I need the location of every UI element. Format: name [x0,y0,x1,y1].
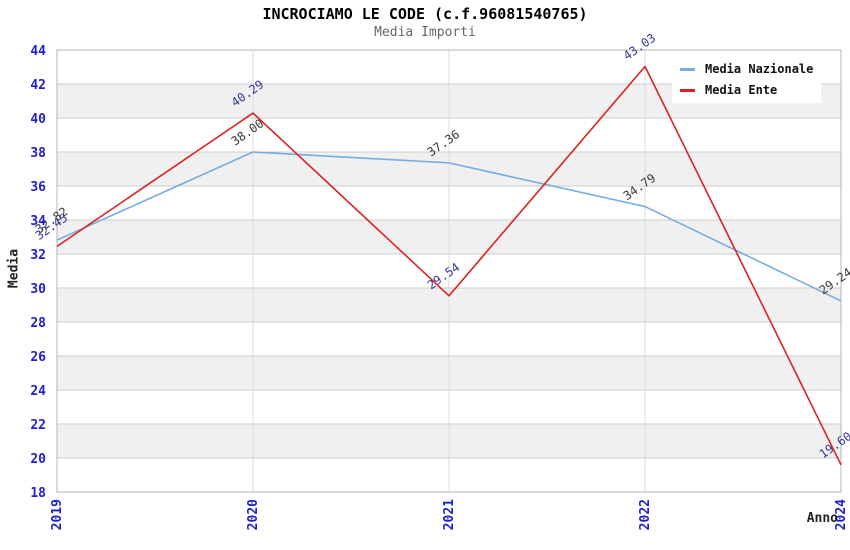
y-axis-title: Media [6,248,22,289]
legend-line-swatch-nazionale-icon [680,67,695,71]
plot-border [56,49,842,493]
y-tick-label: 18 [30,486,46,501]
y-tick-label: 38 [30,146,46,161]
y-tick-label: 44 [30,44,46,59]
chart-title: INCROCIAMO LE CODE (c.f.96081540765) [262,5,588,23]
legend-label-media-ente: Media Ente [705,83,778,97]
y-tick-label: 42 [30,78,46,93]
y-tick-label: 24 [30,384,46,399]
y-tick-label: 40 [30,112,46,127]
y-tick-label: 34 [30,214,46,229]
y-tick-label: 20 [30,452,46,467]
legend: Media Nazionale Media Ente [672,56,822,103]
x-axis-title: Anno [806,511,838,526]
x-tick-label: 2022 [638,499,653,530]
series-line-media-nazionale [56,151,842,302]
y-tick-label: 30 [30,282,46,297]
legend-label-media-nazionale: Media Nazionale [705,62,814,76]
y-tick-label: 36 [30,180,46,195]
series-line-media-ente [56,65,842,466]
y-tick-label: 26 [30,350,46,365]
x-tick-label: 2020 [246,499,261,530]
x-tick-label: 2021 [442,499,457,530]
chart-subtitle: Media Importi [374,25,476,40]
y-tick-label: 22 [30,418,46,433]
legend-item-media-ente: Media Ente [680,83,813,97]
x-tick-label: 2019 [50,499,65,530]
y-tick-label: 28 [30,316,46,331]
x-tick-label: 2024 [834,499,849,530]
legend-line-swatch-ente-icon [680,88,695,92]
legend-item-media-nazionale: Media Nazionale [680,62,813,76]
y-tick-label: 32 [30,248,46,263]
